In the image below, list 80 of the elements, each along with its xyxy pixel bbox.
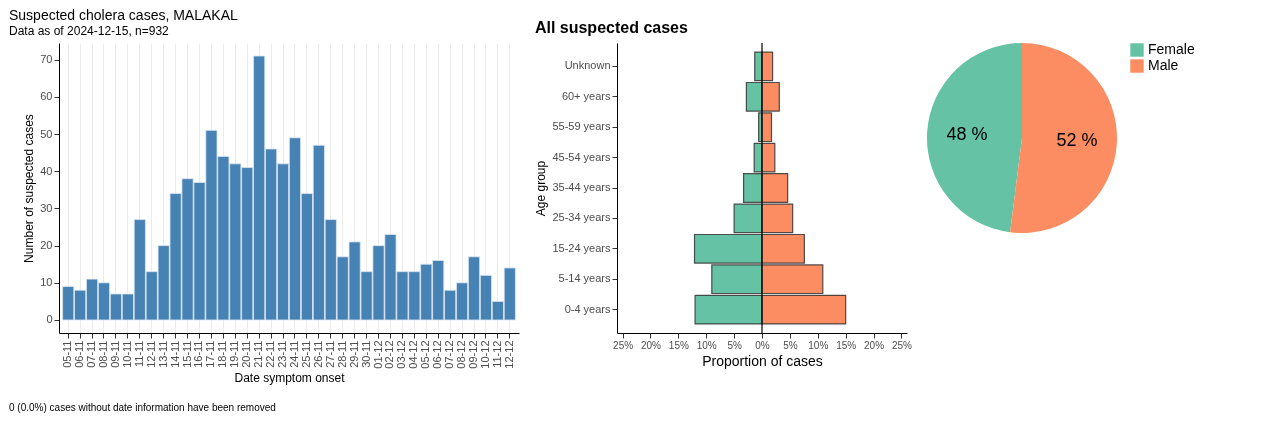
x-tick-label: 11-11: [132, 340, 145, 368]
x-tick-label: 02-12: [383, 340, 396, 369]
x-tick-label: 14-11: [168, 340, 181, 368]
x-tick-label: 06-12: [431, 340, 444, 369]
x-tick-label: 10%: [808, 339, 829, 351]
x-tick-label: 25-11: [299, 340, 312, 368]
x-tick-label: 23-11: [276, 340, 289, 368]
x-tick-label: 12-12: [502, 340, 515, 369]
x-tick-label: 01-12: [371, 340, 384, 369]
y-tick-label: 70: [40, 53, 53, 66]
x-tick-label: 12-11: [144, 340, 157, 368]
y-tick-label: 0-4 years: [564, 302, 611, 315]
x-tick-label: 18-11: [216, 340, 229, 368]
y-tick-label: 35-44 years: [552, 181, 611, 193]
x-tick-label: 24-11: [287, 340, 300, 368]
x-tick-label: 5%: [783, 339, 798, 351]
x-tick-label: 15-11: [180, 340, 193, 368]
x-tick-label: 07-11: [85, 340, 98, 368]
x-tick-label: 21-11: [252, 340, 265, 368]
x-tick-label: 07-12: [443, 340, 456, 369]
x-tick-label: 16-11: [192, 340, 205, 368]
x-tick-label: 05-11: [61, 340, 74, 368]
y-tick-label: 50: [40, 127, 53, 140]
x-tick-label: 28-11: [335, 340, 348, 368]
chart-title: All suspected cases: [534, 19, 688, 37]
y-tick-label: 0: [46, 313, 53, 326]
x-tick-label: 30-11: [359, 340, 372, 368]
pie-slice: [927, 43, 1022, 233]
data-label: 52 %: [1056, 130, 1098, 151]
y-tick-label: 30: [40, 201, 53, 214]
y-tick-label: 20: [40, 239, 53, 252]
x-tick-label: 22-11: [264, 340, 277, 368]
legend-label: Female: [1148, 41, 1195, 57]
pie-slice: [1010, 43, 1117, 233]
x-tick-label: 15%: [836, 339, 857, 351]
x-tick-label: 26-11: [311, 340, 324, 368]
x-tick-label: 13-11: [156, 340, 169, 368]
x-tick-label: 25%: [891, 339, 913, 351]
x-tick-label: 20%: [640, 339, 662, 351]
x-tick-label: 10-12: [478, 340, 491, 369]
x-tick-label: 04-12: [407, 340, 420, 369]
x-tick-label: 27-11: [323, 340, 336, 368]
x-axis-title: Proportion of cases: [702, 352, 823, 369]
chart-title: Suspected cholera cases, MALAKAL: [9, 7, 239, 23]
y-tick-label: 60: [40, 90, 53, 103]
y-tick-label: 40: [40, 164, 53, 177]
x-tick-label: 19-11: [228, 340, 241, 368]
text: 0 (0.0%) cases without date information have been removed: [9, 402, 276, 413]
y-tick-label: Unknown: [564, 59, 611, 72]
x-tick-label: 09-11: [108, 340, 121, 368]
x-tick-label: 17-11: [204, 340, 217, 368]
y-tick-label: 60+ years: [561, 89, 611, 102]
x-tick-label: 29-11: [347, 340, 360, 368]
x-axis-title: Date symptom onset: [234, 370, 346, 385]
y-tick-label: 45-54 years: [552, 150, 611, 163]
y-tick-label: 10: [40, 276, 53, 289]
x-tick-label: 10-11: [120, 340, 133, 368]
x-tick-label: 11-12: [490, 340, 503, 368]
x-tick-label: 20-11: [240, 340, 253, 368]
y-tick-label: 25-34 years: [552, 211, 611, 224]
x-tick-label: 0%: [755, 339, 770, 351]
y-axis-title: Age group: [534, 160, 549, 217]
x-tick-label: 06-11: [73, 340, 86, 368]
y-tick-label: 55-59 years: [552, 120, 611, 133]
x-tick-label: 20%: [864, 339, 885, 351]
x-tick-label: 10%: [696, 339, 717, 351]
y-tick-label: 5-14 years: [558, 272, 611, 285]
x-tick-label: 15%: [668, 339, 689, 351]
x-tick-label: 08-12: [455, 340, 468, 369]
data-label: 48 %: [946, 123, 988, 144]
x-tick-label: 08-11: [97, 340, 109, 368]
x-tick-label: 5%: [727, 339, 742, 351]
x-tick-label: 09-12: [467, 340, 479, 369]
y-axis-title: Number of suspected cases: [22, 114, 37, 263]
chart-subtitle: Data as of 2024-12-15, n=932: [9, 24, 170, 38]
x-tick-label: 25%: [613, 339, 634, 351]
x-tick-label: 05-12: [419, 340, 432, 369]
x-tick-label: 03-12: [395, 340, 408, 369]
legend-label: Male: [1148, 57, 1179, 73]
y-tick-label: 15-24 years: [552, 241, 611, 254]
